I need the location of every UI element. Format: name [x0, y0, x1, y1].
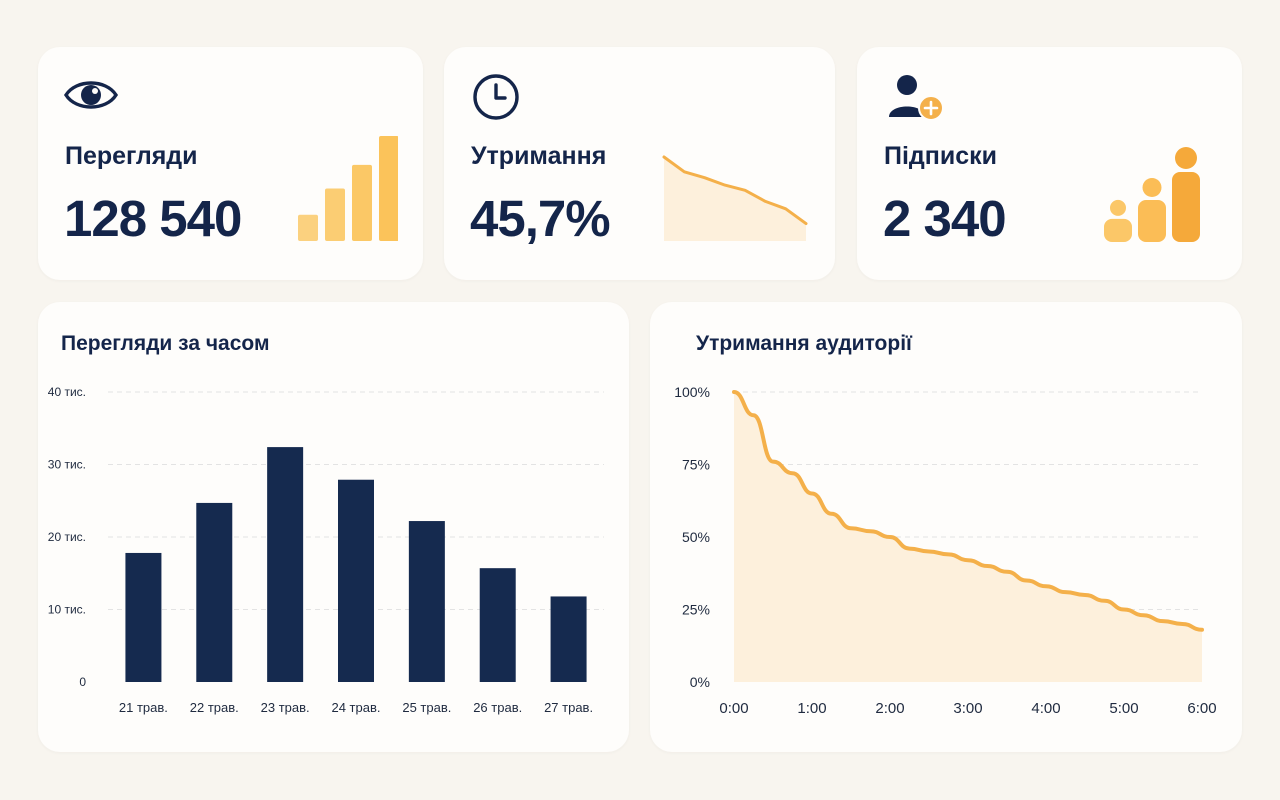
spark-person-head: [1110, 199, 1126, 216]
x-tick-label: 22 трав.: [190, 700, 239, 715]
kpi-value: 128 540: [64, 190, 242, 247]
y-tick-label: 20 тис.: [48, 530, 86, 544]
y-tick-label: 50%: [682, 529, 710, 545]
spark-person-body: [1104, 218, 1132, 242]
bar: [550, 596, 587, 682]
spark-person-body: [1172, 172, 1200, 242]
subscriptions-people-bars: [1104, 147, 1200, 242]
views-over-time-card: Перегляди за часом 0 10 тис. 20 тис. 30 тис…: [38, 302, 629, 752]
views-spark-bars: [298, 136, 398, 241]
spark-bar: [325, 188, 345, 241]
bar: [267, 447, 304, 682]
y-tick-label: 30 тис.: [48, 458, 86, 472]
audience-retention-card: Утримання аудиторії 0% 25% 50% 75% 100% 0:00 1…: [650, 302, 1242, 752]
x-tick-label: 27 трав.: [544, 700, 593, 715]
bar: [408, 521, 445, 682]
spark-person-body: [1138, 200, 1166, 242]
y-tick-label: 0: [79, 675, 86, 689]
x-tick-label: 0:00: [719, 700, 748, 717]
user-plus-icon: [883, 73, 949, 134]
y-tick-label: 25%: [682, 602, 710, 618]
kpi-value: 45,7%: [470, 190, 611, 247]
clock-icon: [470, 73, 522, 130]
kpi-label: Підписки: [884, 142, 998, 170]
views-bar-chart: 0 10 тис. 20 тис. 30 тис. 40 тис. 21 трав. 22 …: [48, 385, 604, 715]
bar: [479, 568, 516, 682]
retention-area-chart: 0% 25% 50% 75% 100% 0:00 1:00 2:00 3:00 4:00 5:00 6…: [674, 384, 1216, 717]
x-tick-label: 23 трав.: [261, 700, 310, 715]
bar: [125, 552, 162, 682]
retention-line: [732, 390, 1204, 632]
x-tick-label: 4:00: [1031, 700, 1060, 717]
x-tick-label: 2:00: [875, 700, 904, 717]
spark-bar: [298, 214, 318, 241]
spark-line: [662, 155, 808, 226]
retention-area-fill: [734, 392, 1202, 682]
chart-title: Утримання аудиторії: [696, 332, 912, 355]
spark-bar: [379, 136, 398, 241]
x-tick-label: 1:00: [797, 700, 826, 717]
spark-bar: [352, 164, 372, 241]
retention-sparkline: [662, 155, 808, 241]
kpi-card-subscriptions: Підписки 2 340: [857, 47, 1242, 280]
bar: [196, 502, 233, 682]
spark-person-head: [1175, 147, 1197, 169]
x-tick-label: 3:00: [953, 700, 982, 717]
x-tick-label: 5:00: [1109, 700, 1138, 717]
x-tick-label: 26 трав.: [473, 700, 522, 715]
spark-area: [664, 157, 806, 241]
y-tick-label: 40 тис.: [48, 385, 86, 399]
y-tick-label: 0%: [690, 674, 710, 690]
eye-icon: [63, 73, 119, 122]
kpi-value: 2 340: [883, 190, 1007, 247]
x-tick-label: 21 трав.: [119, 700, 168, 715]
y-tick-label: 75%: [682, 457, 710, 473]
spark-person-head: [1142, 178, 1162, 197]
kpi-card-views: Перегляди 128 540: [38, 47, 423, 280]
x-tick-label: 24 трав.: [331, 700, 380, 715]
kpi-card-retention: Утримання 45,7%: [444, 47, 835, 280]
x-tick-label: 25 трав.: [402, 700, 451, 715]
kpi-label: Перегляди: [65, 142, 198, 170]
y-tick-label: 100%: [674, 384, 710, 400]
bar: [338, 479, 374, 682]
chart-title: Перегляди за часом: [61, 332, 270, 355]
x-tick-label: 6:00: [1187, 700, 1216, 717]
kpi-label: Утримання: [471, 142, 607, 170]
y-tick-label: 10 тис.: [48, 603, 86, 617]
